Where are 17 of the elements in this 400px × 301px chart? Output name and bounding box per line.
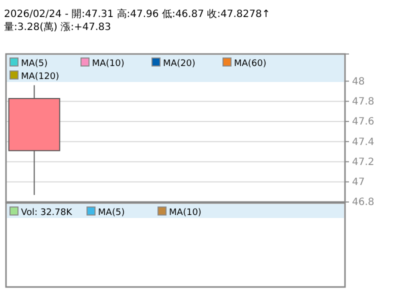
legend-label: MA(20)	[163, 59, 196, 69]
y-tick-label: 47.4	[352, 136, 374, 148]
y-tick-label: 48	[352, 76, 365, 88]
y-tick-label: 46.8	[352, 197, 374, 208]
y-tick-label: 47.2	[352, 156, 374, 168]
y-tick-label: 47.6	[352, 116, 374, 128]
legend-label: MA(5)	[98, 208, 125, 218]
legend-label: Vol: 32.78K	[21, 208, 74, 218]
y-tick-label: 47	[352, 177, 365, 188]
legend-label: MA(5)	[21, 59, 48, 69]
legend-label: MA(120)	[21, 72, 60, 82]
legend-label: MA(10)	[92, 59, 124, 69]
legend-label: MA(10)	[169, 208, 202, 218]
chart-title: 2026/02/24 - 開:47.31 高:47.96 低:46.87 收:47.8278↑	[4, 8, 270, 20]
legend-label: MA(60)	[234, 59, 266, 69]
chart-subtitle: 量:3.28(萬) 漲:+47.83	[4, 21, 111, 33]
y-tick-label: 47.8	[352, 96, 374, 108]
